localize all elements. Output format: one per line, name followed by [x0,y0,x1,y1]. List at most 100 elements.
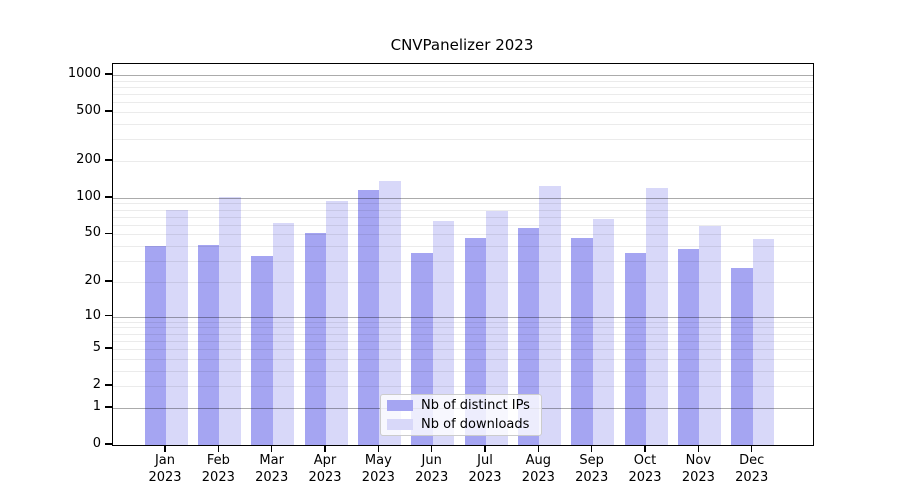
gridline-major [113,197,813,199]
legend: Nb of distinct IPs Nb of downloads [380,394,542,436]
y-tick-mark [105,110,112,112]
x-tick-mark [644,445,646,452]
x-tick-month: Mar [259,453,284,468]
x-tick-mark [484,445,486,452]
x-tick-year: 2023 [735,469,769,485]
y-tick-label: 10 [84,307,101,323]
y-tick-mark [105,280,112,282]
x-tick-mark [430,445,433,452]
gridline-minor [113,209,813,211]
gridline-minor [113,246,813,248]
x-tick-label: Jan 2023 [135,453,195,486]
x-tick-mark [377,445,380,452]
bar-distinct-ips [357,189,380,445]
gridline-minor [113,370,813,372]
bar-distinct-ips [731,268,753,445]
gridline-minor [113,321,813,323]
x-tick-mark [750,445,753,452]
gridline-minor [113,358,813,360]
bar-distinct-ips [464,237,487,445]
x-tick-month: Apr [313,453,337,468]
x-tick-month: Nov [685,453,712,468]
bar-downloads [592,219,615,445]
gridline-minor [113,80,813,82]
gridline-minor [113,123,813,125]
bar-downloads [219,197,241,445]
gridline-minor [113,261,813,263]
bar-distinct-ips [677,248,700,445]
bar-downloads [646,187,668,445]
bar-downloads [166,209,188,445]
x-tick-mark [697,445,700,452]
y-tick-label: 100 [76,188,101,204]
bar-distinct-ips [304,233,326,445]
y-tick-label: 50 [84,225,101,241]
bar-downloads [272,223,295,445]
x-tick-year: 2023 [201,469,235,485]
y-tick-label: 2 [92,377,101,393]
x-tick-label: Mar 2023 [242,453,302,486]
x-tick-label: Sep 2023 [562,453,622,486]
x-tick-month: Sep [579,453,604,468]
x-tick-label: Nov 2023 [668,453,728,486]
gridline-minor [113,327,813,329]
gridline-major [113,75,813,76]
gridline-minor [113,281,813,283]
gridline-minor [113,224,813,226]
x-tick-month: Jun [421,453,442,468]
x-tick-year: 2023 [628,469,662,485]
x-tick-label: Dec 2023 [722,453,782,486]
y-tick-label: 1 [92,398,101,414]
legend-swatch-downloads [387,419,413,430]
x-tick-month: Oct [633,453,657,468]
x-tick-year: 2023 [575,469,609,485]
bar-distinct-ips [144,246,166,445]
chart-title: CNVPanelizer 2023 [390,36,534,54]
bar-distinct-ips [571,237,593,445]
x-tick-month: Dec [739,453,765,468]
gridline-minor [113,86,813,88]
x-tick-mark [164,445,166,452]
bar-downloads [486,210,508,445]
x-tick-month: May [364,453,392,468]
y-tick-mark [105,443,112,445]
bar-downloads [379,180,401,445]
x-tick-mark [217,445,220,452]
gridline-minor [113,386,813,388]
x-tick-month: Jul [477,453,493,468]
gridline-minor [113,139,813,141]
gridline-major [113,316,813,318]
x-tick-year: 2023 [255,469,289,485]
gridline-minor [113,112,813,114]
y-tick-mark [105,406,112,408]
plot-area: Nb of distinct IPs Nb of downloads [112,63,814,446]
y-tick-mark [105,347,112,349]
bar-downloads [699,225,721,445]
x-tick-mark [324,445,326,452]
gridline-minor [113,349,813,351]
x-tick-label: Oct 2023 [615,453,675,486]
x-tick-year: 2023 [361,469,395,485]
bar-distinct-ips [517,227,540,445]
x-tick-month: Feb [206,453,230,468]
x-tick-label: Jun 2023 [402,453,462,486]
gridline-minor [113,234,813,236]
legend-label-distinct-ips: Nb of distinct IPs [421,398,530,413]
x-tick-year: 2023 [308,469,342,485]
bar-distinct-ips [624,253,647,445]
x-tick-label: Jul 2023 [455,453,515,486]
bar-downloads [539,186,561,445]
y-tick-label: 20 [84,272,101,288]
y-tick-mark [105,73,112,75]
gridline-minor [113,102,813,104]
x-tick-mark [537,445,540,452]
y-tick-mark [105,196,112,198]
x-tick-year: 2023 [148,469,182,485]
legend-swatch-distinct-ips [387,400,413,411]
bar-distinct-ips [251,256,273,445]
x-tick-month: Aug [525,453,552,468]
y-tick-mark [105,314,112,317]
gridline-minor [113,94,813,96]
gridlines-major-layer [113,64,813,445]
x-tick-mark [590,445,593,452]
